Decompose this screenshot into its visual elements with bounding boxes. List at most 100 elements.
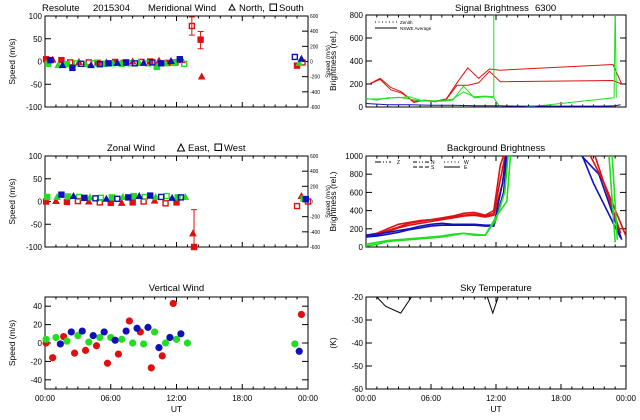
data-point bbox=[180, 60, 188, 67]
data-point bbox=[86, 193, 94, 201]
chart-title: Signal Brightness 6300 bbox=[455, 3, 556, 14]
legend-west: West bbox=[224, 143, 246, 154]
series-line bbox=[366, 156, 508, 238]
chart-title-text: Signal Brightness bbox=[455, 3, 529, 14]
data-point bbox=[54, 61, 62, 69]
legend-label-n: N bbox=[431, 160, 435, 166]
data-point bbox=[166, 333, 174, 342]
chart-background-brightness: 0 200 400 600 800 1000 Brightness (rel.) Backgr… bbox=[328, 143, 627, 252]
y-tick-label: -40 bbox=[351, 339, 363, 348]
data-point bbox=[102, 194, 111, 202]
y-tick-label: 800 bbox=[350, 170, 364, 179]
data-point bbox=[150, 196, 159, 204]
plot-frame bbox=[44, 296, 309, 390]
right-y-tick-label: -600 bbox=[310, 105, 320, 111]
data-point bbox=[87, 61, 95, 69]
right-y-tick-label: 200 bbox=[310, 44, 319, 50]
right-y-tick-label: -200 bbox=[310, 215, 320, 221]
chart-title-text: Meridional Wind bbox=[148, 3, 216, 14]
data-point bbox=[197, 72, 206, 80]
x-tick-label: 00:00 bbox=[356, 394, 377, 403]
right-y-tick-label: 400 bbox=[310, 169, 319, 175]
data-point bbox=[52, 197, 60, 205]
legend-east: East, bbox=[188, 143, 210, 154]
data-point bbox=[52, 333, 60, 342]
data-point bbox=[140, 340, 148, 348]
y-tick-label: 100 bbox=[29, 12, 43, 21]
chart-title: Sky Temperature bbox=[460, 283, 532, 294]
wavelength-label: 6300 bbox=[535, 3, 556, 14]
y-tick-label: -30 bbox=[351, 316, 363, 325]
x-tick-label: 12:00 bbox=[486, 394, 507, 403]
east-legend-marker bbox=[176, 142, 186, 152]
south-legend-marker bbox=[269, 3, 277, 11]
y-tick-label: -50 bbox=[30, 220, 42, 229]
data-point bbox=[49, 354, 57, 362]
data-point bbox=[297, 54, 306, 62]
data-point bbox=[84, 197, 93, 205]
x-tick-label: 00:00 bbox=[35, 394, 56, 403]
data-point bbox=[146, 192, 154, 199]
legend-label-z: Z bbox=[397, 160, 400, 166]
data-point bbox=[96, 61, 103, 68]
data-point bbox=[58, 61, 67, 69]
data-point bbox=[111, 336, 119, 344]
legend-north: North, bbox=[239, 3, 265, 14]
data-point bbox=[295, 58, 304, 66]
data-point bbox=[69, 64, 76, 72]
legend: Z NS WE bbox=[375, 160, 469, 171]
data-point bbox=[174, 194, 181, 201]
chart-sky-temperature: -60 -50 -40 -30 -20 (K) 00:00 06:00 12:00 18:00 00… bbox=[328, 283, 637, 414]
y-tick-label: 400 bbox=[350, 57, 364, 66]
y-axis-label: Speed (m/s) bbox=[7, 320, 17, 366]
y-tick-label: 50 bbox=[33, 175, 42, 184]
y-tick-label: 20 bbox=[33, 321, 42, 330]
station-name: Resolute bbox=[42, 3, 80, 14]
data-point bbox=[122, 59, 130, 66]
data-point bbox=[144, 323, 152, 331]
legend-label-e: E bbox=[464, 165, 468, 171]
data-point bbox=[168, 193, 176, 201]
data-point bbox=[63, 337, 71, 345]
y-tick-label: -100 bbox=[26, 243, 43, 252]
data-point bbox=[153, 63, 160, 71]
data-point bbox=[149, 59, 156, 66]
data-point bbox=[96, 333, 104, 342]
legend-label-s: S bbox=[431, 165, 435, 171]
data-point bbox=[161, 339, 170, 347]
data-point bbox=[297, 310, 306, 319]
data-point bbox=[295, 347, 303, 355]
data-point bbox=[147, 364, 155, 372]
y-tick-label: 0 bbox=[38, 339, 43, 348]
data-point bbox=[129, 199, 136, 206]
x-tick-label: 18:00 bbox=[551, 394, 572, 403]
data-point bbox=[108, 194, 116, 201]
data-point bbox=[293, 202, 301, 210]
data-point bbox=[67, 328, 75, 336]
data-point bbox=[162, 200, 169, 207]
y-tick-label: -50 bbox=[351, 362, 363, 371]
series-line bbox=[581, 156, 622, 239]
data-point bbox=[291, 340, 299, 348]
y-axis-label: (K) bbox=[328, 337, 338, 349]
data-point bbox=[92, 195, 99, 202]
right-y-tick-label: 200 bbox=[310, 184, 319, 190]
y-axis-label: Brightness (rel.) bbox=[328, 31, 338, 91]
data-point bbox=[58, 56, 65, 64]
data-point bbox=[85, 338, 93, 346]
data-point bbox=[150, 328, 159, 336]
data-point bbox=[125, 317, 133, 325]
data-point bbox=[122, 327, 130, 335]
data-point bbox=[189, 229, 197, 237]
data-point bbox=[163, 192, 170, 200]
y-tick-label: 0 bbox=[359, 243, 364, 252]
y-tick-label: 400 bbox=[350, 207, 364, 216]
data-point bbox=[125, 194, 132, 201]
right-y-tick-label: -400 bbox=[310, 90, 320, 96]
data-point bbox=[74, 332, 82, 340]
data-point bbox=[43, 193, 51, 201]
north-legend-marker bbox=[228, 3, 236, 11]
y-tick-label: 1000 bbox=[345, 152, 363, 161]
